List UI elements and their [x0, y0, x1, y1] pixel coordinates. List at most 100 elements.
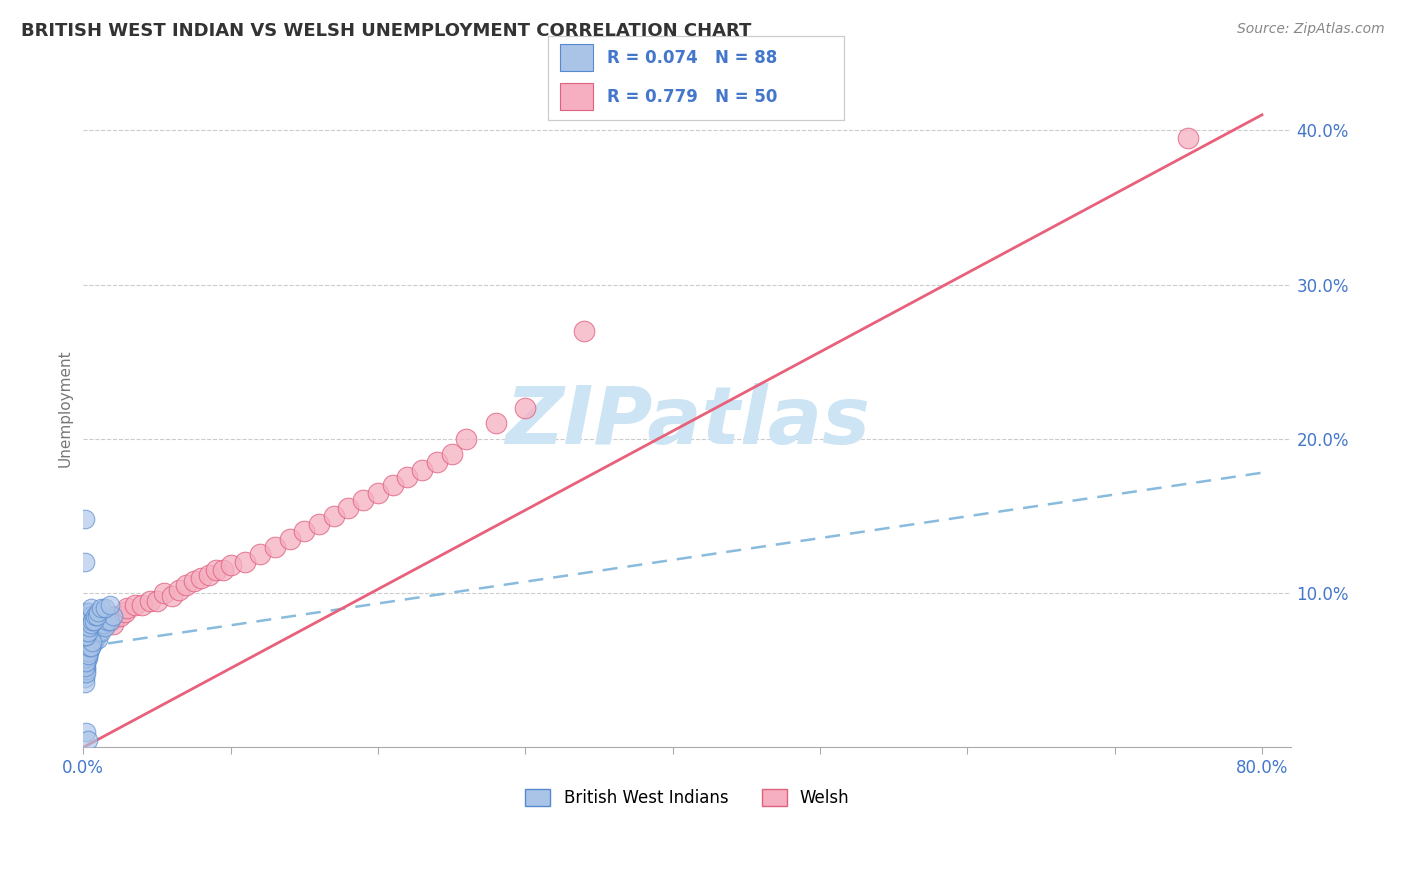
Point — [90, 620, 112, 634]
Point — [75, 605, 97, 619]
Point — [75, 635, 97, 649]
Point — [456, 432, 478, 446]
Point — [77, 605, 100, 619]
Point — [1177, 131, 1199, 145]
Point — [75, 645, 97, 659]
Point — [183, 574, 205, 588]
Point — [73, 656, 96, 670]
Bar — [560, 44, 593, 71]
Point — [73, 555, 96, 569]
Point — [77, 635, 100, 649]
Point — [574, 324, 596, 338]
Point — [411, 463, 433, 477]
Point — [73, 666, 96, 681]
Point — [82, 632, 104, 647]
Text: Source: ZipAtlas.com: Source: ZipAtlas.com — [1237, 22, 1385, 37]
Point — [101, 616, 124, 631]
Point — [131, 599, 153, 613]
Point — [90, 624, 112, 639]
Point — [77, 640, 100, 654]
Point — [75, 629, 97, 643]
Point — [75, 648, 97, 662]
Point — [124, 599, 146, 613]
Point — [367, 485, 389, 500]
Point — [76, 640, 98, 654]
Y-axis label: Unemployment: Unemployment — [58, 349, 72, 467]
Point — [76, 624, 98, 639]
Point — [75, 663, 97, 677]
Point — [76, 624, 98, 639]
Point — [76, 651, 98, 665]
Point — [73, 675, 96, 690]
Point — [84, 632, 107, 647]
Point — [82, 629, 104, 643]
Point — [79, 640, 101, 654]
Point — [160, 589, 183, 603]
Point — [73, 635, 96, 649]
Point — [82, 632, 104, 647]
Point — [73, 609, 96, 624]
Point — [197, 567, 219, 582]
Point — [76, 645, 98, 659]
Point — [79, 616, 101, 631]
Point — [87, 605, 110, 619]
Point — [98, 614, 121, 628]
Text: ZIPatlas: ZIPatlas — [505, 383, 870, 460]
Point — [352, 493, 374, 508]
Point — [83, 629, 105, 643]
Point — [117, 601, 139, 615]
Point — [76, 632, 98, 647]
Point — [322, 508, 344, 523]
Point — [83, 614, 105, 628]
Point — [79, 635, 101, 649]
Point — [82, 614, 104, 628]
Point — [108, 609, 131, 624]
Point — [75, 614, 97, 628]
Point — [138, 594, 160, 608]
Point — [249, 548, 271, 562]
Point — [84, 609, 107, 624]
Text: BRITISH WEST INDIAN VS WELSH UNEMPLOYMENT CORRELATION CHART: BRITISH WEST INDIAN VS WELSH UNEMPLOYMEN… — [21, 22, 751, 40]
Point — [75, 651, 97, 665]
Point — [73, 629, 96, 643]
Point — [101, 609, 124, 624]
Point — [167, 582, 190, 597]
Point — [89, 620, 111, 634]
Point — [219, 558, 242, 573]
Point — [94, 601, 117, 615]
Point — [98, 614, 121, 628]
Point — [75, 656, 97, 670]
Point — [77, 645, 100, 659]
Point — [73, 651, 96, 665]
Point — [73, 663, 96, 677]
Point — [73, 660, 96, 674]
Point — [190, 571, 212, 585]
Point — [278, 532, 301, 546]
Point — [153, 586, 176, 600]
Point — [79, 632, 101, 647]
Point — [114, 605, 136, 619]
Point — [73, 632, 96, 647]
Point — [75, 640, 97, 654]
Point — [86, 629, 108, 643]
Point — [73, 616, 96, 631]
Point — [94, 620, 117, 634]
Point — [82, 635, 104, 649]
Point — [87, 632, 110, 647]
Point — [146, 594, 169, 608]
Point — [96, 614, 118, 628]
Point — [93, 616, 115, 631]
Point — [76, 648, 98, 662]
Legend: British West Indians, Welsh: British West Indians, Welsh — [519, 782, 856, 814]
Point — [77, 614, 100, 628]
Point — [94, 616, 117, 631]
Point — [73, 671, 96, 685]
Bar — [560, 83, 593, 111]
Point — [73, 624, 96, 639]
Point — [79, 640, 101, 654]
Point — [76, 648, 98, 662]
Point — [73, 656, 96, 670]
Point — [87, 624, 110, 639]
Point — [75, 632, 97, 647]
Point — [73, 651, 96, 665]
